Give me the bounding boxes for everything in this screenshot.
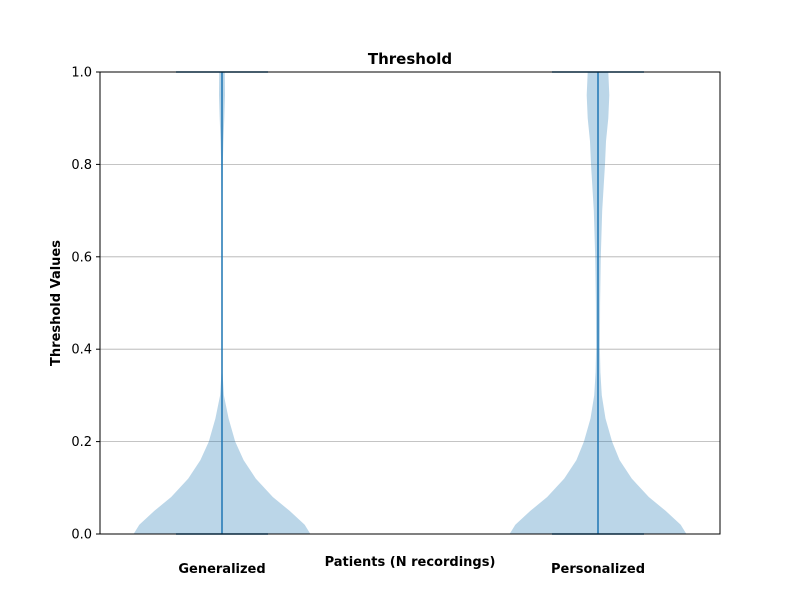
x-category-label: Generalized: [178, 562, 265, 577]
x-axis-label: Patients (N recordings): [325, 555, 496, 570]
y-tick-label: 0.6: [71, 250, 92, 265]
gridlines: [100, 163, 720, 443]
plot-frame: [99, 71, 721, 535]
x-category-labels: Generalized Personalized: [178, 562, 645, 577]
chart-title: Threshold: [368, 50, 452, 68]
x-category-label: Personalized: [551, 562, 645, 577]
y-ticks: 0.0 0.2 0.4 0.6 0.8 1.0: [71, 66, 100, 543]
violins: [133, 71, 687, 535]
y-tick-label: 0.4: [71, 343, 92, 358]
y-tick-label: 0.2: [71, 435, 92, 450]
y-axis-label: Threshold Values: [49, 240, 64, 366]
y-tick-label: 0.0: [71, 528, 92, 543]
y-tick-label: 1.0: [71, 66, 92, 81]
y-tick-label: 0.8: [71, 158, 92, 173]
